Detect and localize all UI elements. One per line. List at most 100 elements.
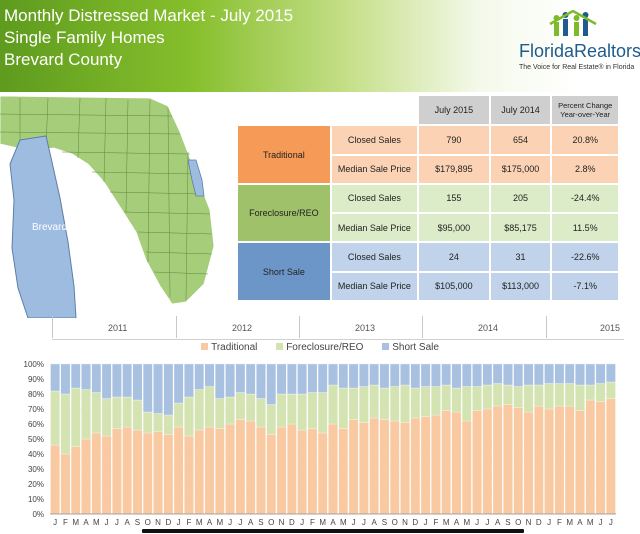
x-tick-label: F xyxy=(557,518,562,527)
bar-short-sale xyxy=(60,363,71,395)
x-tick-label: A xyxy=(495,518,501,527)
y-tick-label: 50% xyxy=(28,435,44,444)
x-tick-label: A xyxy=(207,518,213,527)
bar-traditional xyxy=(379,419,390,515)
value-july-2014: $175,000 xyxy=(488,153,553,185)
x-tick-label: M xyxy=(216,518,223,527)
value-percent-change: 11.5% xyxy=(550,212,620,244)
bar-short-sale xyxy=(523,363,534,386)
bar-traditional xyxy=(389,420,400,515)
x-tick-label: J xyxy=(300,518,304,527)
bar-traditional xyxy=(81,438,91,515)
x-tick-label: N xyxy=(402,518,408,527)
value-percent-change: 20.8% xyxy=(550,124,620,156)
bar-short-sale xyxy=(184,363,194,398)
bar-short-sale xyxy=(142,363,153,413)
bar-short-sale xyxy=(50,363,60,392)
bar-short-sale xyxy=(204,363,215,387)
timeline-year: 2011 xyxy=(108,323,128,333)
bar-short-sale xyxy=(132,363,143,401)
bar-reo xyxy=(91,392,102,434)
value-july-2015: 155 xyxy=(417,182,491,215)
bar-short-sale xyxy=(101,363,112,399)
x-tick-label: A xyxy=(371,518,377,527)
bar-reo xyxy=(225,396,235,425)
metric-label: Closed Sales xyxy=(329,182,420,215)
bar-traditional xyxy=(441,410,451,515)
x-tick-label: N xyxy=(279,518,285,527)
column-header: Percent Change Year-over-Year xyxy=(550,93,620,127)
bar-reo xyxy=(81,389,91,440)
timeline-tick xyxy=(176,316,177,338)
bar-reo xyxy=(564,383,575,407)
x-tick-label: A xyxy=(83,518,89,527)
bar-traditional xyxy=(420,416,431,515)
bar-reo xyxy=(101,398,112,437)
bar-short-sale xyxy=(369,363,379,386)
bar-short-sale xyxy=(554,363,565,384)
x-tick-label: J xyxy=(547,518,551,527)
bar-short-sale xyxy=(235,363,246,393)
bar-reo xyxy=(369,384,379,419)
bar-reo xyxy=(153,413,163,432)
bar-reo xyxy=(451,387,462,413)
bar-short-sale xyxy=(359,363,369,387)
bar-reo xyxy=(544,383,554,410)
timeline-year: 2013 xyxy=(355,323,376,333)
x-tick-label: O xyxy=(515,518,521,527)
bar-traditional xyxy=(122,426,132,515)
bar-traditional xyxy=(359,422,369,515)
x-tick-label: J xyxy=(475,518,479,527)
value-july-2014: 205 xyxy=(488,182,553,215)
bar-traditional xyxy=(544,408,554,515)
x-tick-label: S xyxy=(258,518,263,527)
y-tick-label: 40% xyxy=(28,450,44,459)
bar-traditional xyxy=(287,423,297,515)
bar-short-sale xyxy=(441,363,451,386)
bar-reo xyxy=(317,392,328,434)
x-tick-label: J xyxy=(115,518,119,527)
x-tick-label: O xyxy=(392,518,398,527)
x-tick-label: M xyxy=(463,518,470,527)
bar-traditional xyxy=(173,426,184,515)
scrollbar xyxy=(142,529,524,533)
bar-short-sale xyxy=(461,363,472,387)
bar-traditional xyxy=(60,453,71,515)
bar-traditional xyxy=(369,417,379,515)
brevard-inset-shape xyxy=(9,135,77,318)
bar-short-sale xyxy=(503,363,513,386)
chart-legend: Traditional Foreclosure/REO Short Sale xyxy=(0,342,640,356)
column-header: July 2015 xyxy=(417,93,491,127)
bar-reo xyxy=(359,386,369,423)
bar-traditional xyxy=(461,420,472,515)
metric-label: Closed Sales xyxy=(329,124,420,156)
x-tick-label: M xyxy=(443,518,450,527)
bar-short-sale xyxy=(472,363,482,387)
table-row: Median Sale Price $105,000 $113,000 -7.1% xyxy=(237,270,620,303)
bar-traditional xyxy=(431,414,441,515)
bar-traditional xyxy=(554,405,565,515)
value-july-2015: 24 xyxy=(417,241,491,273)
x-tick-label: J xyxy=(228,518,232,527)
y-tick-label: 80% xyxy=(28,390,44,399)
x-tick-label: J xyxy=(53,518,57,527)
bar-traditional xyxy=(606,398,616,515)
x-tick-label: M xyxy=(93,518,100,527)
x-tick-label: M xyxy=(196,518,203,527)
bar-traditional xyxy=(328,423,338,515)
timeline-axis: 2011 2012 2013 2014 2015 xyxy=(52,316,624,340)
bar-short-sale xyxy=(410,363,421,389)
county-map-label: Brevard xyxy=(32,222,67,233)
bar-reo xyxy=(112,396,122,429)
bar-traditional xyxy=(225,423,235,515)
value-july-2014: 654 xyxy=(488,124,553,156)
x-tick-label: S xyxy=(135,518,140,527)
x-tick-label: M xyxy=(319,518,326,527)
bar-traditional xyxy=(297,429,307,515)
bar-short-sale xyxy=(307,363,318,393)
bar-short-sale xyxy=(451,363,462,389)
metric-label: Median Sale Price xyxy=(329,212,420,244)
x-tick-label: S xyxy=(382,518,387,527)
bar-short-sale xyxy=(194,363,205,390)
bar-traditional xyxy=(245,420,256,515)
